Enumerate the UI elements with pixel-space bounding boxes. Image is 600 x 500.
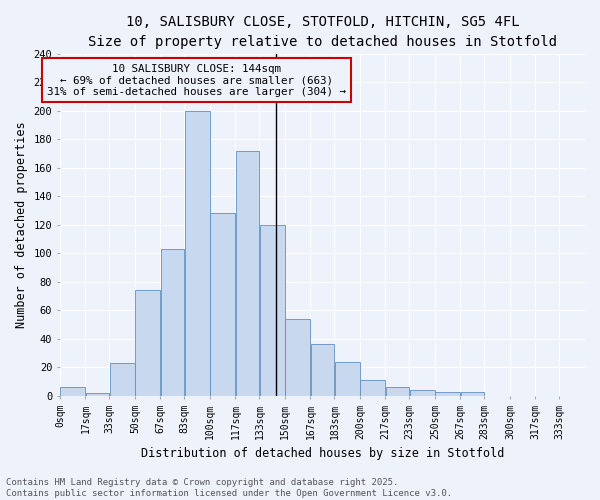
Bar bbox=[161, 249, 184, 396]
Y-axis label: Number of detached properties: Number of detached properties bbox=[15, 122, 28, 328]
Text: 10 SALISBURY CLOSE: 144sqm
← 69% of detached houses are smaller (663)
31% of sem: 10 SALISBURY CLOSE: 144sqm ← 69% of deta… bbox=[47, 64, 346, 97]
Text: Contains HM Land Registry data © Crown copyright and database right 2025.
Contai: Contains HM Land Registry data © Crown c… bbox=[6, 478, 452, 498]
Bar bbox=[386, 387, 409, 396]
Bar bbox=[461, 392, 484, 396]
Bar bbox=[86, 393, 109, 396]
Bar bbox=[360, 380, 385, 396]
Title: 10, SALISBURY CLOSE, STOTFOLD, HITCHIN, SG5 4FL
Size of property relative to det: 10, SALISBURY CLOSE, STOTFOLD, HITCHIN, … bbox=[88, 15, 557, 48]
X-axis label: Distribution of detached houses by size in Stotfold: Distribution of detached houses by size … bbox=[141, 447, 504, 460]
Bar bbox=[135, 290, 160, 396]
Bar bbox=[410, 390, 435, 396]
Bar bbox=[110, 363, 135, 396]
Bar bbox=[236, 150, 259, 396]
Bar bbox=[311, 344, 334, 396]
Bar bbox=[335, 362, 360, 396]
Bar bbox=[185, 111, 210, 396]
Bar bbox=[260, 225, 285, 396]
Bar bbox=[210, 214, 235, 396]
Bar bbox=[60, 387, 85, 396]
Bar bbox=[435, 392, 460, 396]
Bar bbox=[285, 319, 310, 396]
